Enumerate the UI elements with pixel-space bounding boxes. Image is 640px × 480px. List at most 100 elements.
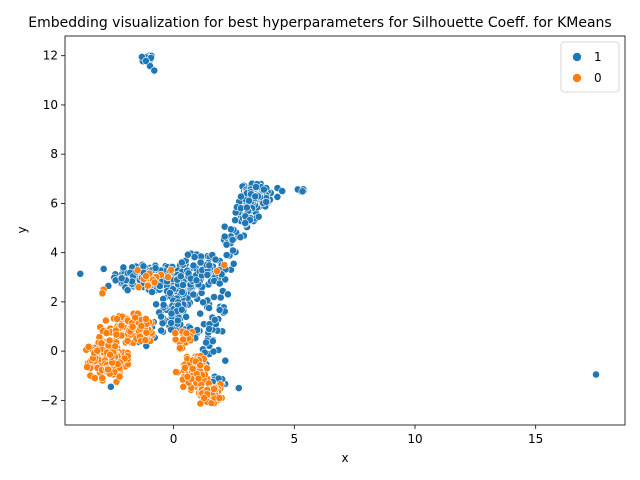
data-point <box>205 325 213 333</box>
data-point <box>106 350 114 359</box>
legend-marker <box>572 73 582 83</box>
y-tick-label: 8 <box>50 147 58 161</box>
data-point <box>112 330 121 339</box>
data-point <box>134 283 143 292</box>
data-point <box>83 363 91 371</box>
legend-label: 1 <box>594 50 602 64</box>
data-point <box>123 336 132 345</box>
x-tick-label: 15 <box>528 432 543 446</box>
data-point <box>173 316 182 325</box>
data-point <box>215 394 224 402</box>
data-point <box>251 192 260 201</box>
y-tick-label: −2 <box>40 393 58 407</box>
data-point <box>177 305 186 314</box>
data-point <box>167 318 175 327</box>
data-point <box>592 370 600 379</box>
data-point <box>208 337 217 346</box>
data-point <box>203 364 211 373</box>
data-point <box>216 293 225 302</box>
data-point <box>117 274 126 283</box>
data-point <box>205 304 213 312</box>
data-point <box>278 187 287 195</box>
data-point <box>252 183 260 191</box>
data-point <box>150 66 159 75</box>
data-point <box>190 253 199 261</box>
y-tick-label: 10 <box>43 98 58 112</box>
data-point <box>205 261 214 270</box>
data-point <box>152 300 160 309</box>
x-tick-label: 5 <box>290 432 298 446</box>
data-point <box>194 374 203 383</box>
data-point <box>259 185 268 194</box>
data-point <box>98 289 107 298</box>
data-point <box>241 219 250 227</box>
data-point <box>213 267 221 275</box>
data-point <box>210 385 218 393</box>
data-point <box>179 382 188 391</box>
x-axis-title: x <box>341 451 348 465</box>
data-point <box>177 258 186 267</box>
data-point <box>226 225 235 234</box>
data-point <box>159 300 168 309</box>
data-point <box>93 346 102 355</box>
legend-box <box>560 41 620 93</box>
data-point <box>220 261 229 269</box>
data-point <box>128 322 137 331</box>
data-point <box>141 314 150 323</box>
y-axis-title: y <box>15 226 29 233</box>
data-point <box>200 394 209 402</box>
data-point <box>223 290 232 299</box>
data-point <box>183 372 192 381</box>
data-point <box>215 305 224 314</box>
data-point <box>157 326 166 335</box>
data-point <box>242 203 251 212</box>
y-tick-label: 12 <box>43 49 58 63</box>
data-point <box>210 293 218 301</box>
data-point <box>104 365 112 374</box>
data-point <box>99 264 108 273</box>
data-point <box>141 336 150 345</box>
data-point <box>236 233 245 242</box>
data-point <box>166 288 174 297</box>
data-point <box>176 272 185 281</box>
data-point <box>102 329 111 337</box>
y-tick-label: 0 <box>50 344 58 358</box>
data-point <box>98 374 107 382</box>
data-point <box>141 57 150 65</box>
data-point <box>111 342 120 351</box>
data-point <box>228 235 237 244</box>
data-point <box>167 265 176 274</box>
data-point <box>188 364 197 373</box>
data-point <box>142 272 150 280</box>
data-point <box>164 273 172 282</box>
data-point <box>202 338 210 347</box>
data-point <box>107 382 115 391</box>
legend-marker <box>572 52 582 62</box>
data-point <box>192 276 201 285</box>
data-point <box>117 321 126 330</box>
data-point <box>182 312 190 321</box>
data-point <box>234 384 243 392</box>
data-point <box>189 261 198 270</box>
data-point <box>142 328 151 337</box>
data-point <box>203 270 212 279</box>
data-point <box>298 187 307 196</box>
x-tick-label: 0 <box>170 432 178 446</box>
data-point <box>215 279 224 288</box>
data-point <box>150 278 159 287</box>
data-point <box>237 192 245 201</box>
data-point <box>229 259 238 268</box>
series-0 <box>82 261 229 408</box>
data-point <box>178 288 187 296</box>
data-point <box>220 232 229 241</box>
data-point <box>113 314 121 323</box>
data-point <box>183 250 192 259</box>
data-point <box>262 197 271 206</box>
data-point <box>231 216 239 225</box>
data-point <box>199 298 207 307</box>
data-point <box>196 258 205 267</box>
data-point <box>221 356 230 365</box>
data-point <box>137 322 146 330</box>
data-point <box>119 263 128 272</box>
